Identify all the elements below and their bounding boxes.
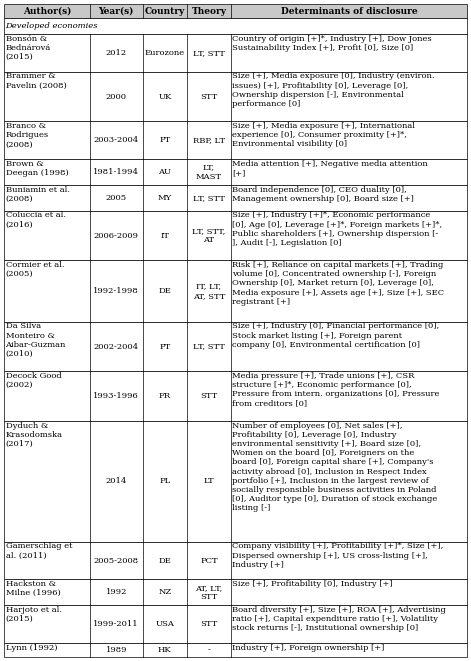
- Text: 1999-2011: 1999-2011: [93, 620, 139, 628]
- Text: Media attention [+], Negative media attention
[+]: Media attention [+], Negative media atte…: [232, 160, 428, 177]
- Text: 2012: 2012: [106, 49, 127, 57]
- Text: DE: DE: [158, 557, 171, 564]
- Text: Eurozone: Eurozone: [145, 49, 185, 57]
- Text: 1993-1996: 1993-1996: [93, 392, 139, 400]
- Text: Coluccia et al.
(2016): Coluccia et al. (2016): [6, 212, 65, 229]
- Text: Determinants of disclosure: Determinants of disclosure: [281, 7, 417, 16]
- Text: Brammer &
Pavelin (2008): Brammer & Pavelin (2008): [6, 73, 66, 90]
- Text: 2005: 2005: [106, 194, 127, 202]
- Text: LT, STT: LT, STT: [193, 342, 225, 350]
- Text: PCT: PCT: [200, 557, 218, 564]
- Text: Size [+], Industry [0], Financial performance [0],
Stock market listing [+], For: Size [+], Industry [0], Financial perfor…: [232, 323, 439, 349]
- Text: 2005-2008: 2005-2008: [94, 557, 139, 564]
- Text: 2002-2004: 2002-2004: [94, 342, 139, 350]
- Text: Size [+], Profitability [0], Industry [+]: Size [+], Profitability [0], Industry [+…: [232, 580, 393, 588]
- Text: IT: IT: [161, 231, 170, 239]
- Text: Hackston &
Milne (1996): Hackston & Milne (1996): [6, 580, 60, 598]
- Bar: [4, 4, 467, 19]
- Text: Company visibility [+], Profitability [+]*, Size [+],
Dispersed ownership [+], U: Company visibility [+], Profitability [+…: [232, 543, 444, 568]
- Text: 1992: 1992: [106, 588, 127, 596]
- Text: Size [+], Media exposure [+], International
experience [0], Consumer proximity [: Size [+], Media exposure [+], Internatio…: [232, 122, 415, 149]
- Text: Country of origin [+]*, Industry [+], Dow Jones
Sustainability Index [+], Profit: Country of origin [+]*, Industry [+], Do…: [232, 35, 432, 52]
- Text: LT,
MAST: LT, MAST: [196, 163, 222, 180]
- Bar: [4, 643, 467, 657]
- Text: HK: HK: [158, 646, 172, 654]
- Text: Theory: Theory: [191, 7, 227, 16]
- Text: PT: PT: [159, 342, 171, 350]
- Text: Board diversity [+], Size [+], ROA [+], Advertising
ratio [+], Capital expenditu: Board diversity [+], Size [+], ROA [+], …: [232, 606, 446, 633]
- Text: Media pressure [+], Trade unions [+], CSR
structure [+]*, Economic performance [: Media pressure [+], Trade unions [+], CS…: [232, 372, 440, 408]
- Bar: [4, 211, 467, 260]
- Bar: [4, 322, 467, 371]
- Text: FR: FR: [159, 392, 171, 400]
- Text: LT, STT,
AT: LT, STT, AT: [192, 227, 226, 244]
- Text: USA: USA: [155, 620, 174, 628]
- Text: Brown &
Deegan (1998): Brown & Deegan (1998): [6, 160, 68, 177]
- Text: AT, LT,
STT: AT, LT, STT: [195, 584, 222, 601]
- Text: IT, LT,
AT, STT: IT, LT, AT, STT: [193, 282, 225, 299]
- Text: Harjoto et al.
(2015): Harjoto et al. (2015): [6, 606, 62, 623]
- Text: 2000: 2000: [106, 93, 127, 100]
- Text: STT: STT: [200, 620, 218, 628]
- Text: Dyduch &
Krasodomska
(2017): Dyduch & Krasodomska (2017): [6, 422, 63, 448]
- Text: LT, STT: LT, STT: [193, 49, 225, 57]
- Text: 2006-2009: 2006-2009: [94, 231, 139, 239]
- Text: Cormier et al.
(2005): Cormier et al. (2005): [6, 261, 64, 278]
- Text: STT: STT: [200, 93, 218, 100]
- Bar: [4, 580, 467, 605]
- Text: NZ: NZ: [158, 588, 171, 596]
- Text: 1981-1994: 1981-1994: [93, 168, 139, 176]
- Bar: [4, 122, 467, 159]
- Text: 1992-1998: 1992-1998: [93, 287, 139, 295]
- Text: Bonsón &
Bednárová
(2015): Bonsón & Bednárová (2015): [6, 35, 51, 61]
- Bar: [4, 421, 467, 542]
- Text: 2014: 2014: [106, 477, 127, 485]
- Text: Decock Good
(2002): Decock Good (2002): [6, 372, 61, 389]
- Bar: [4, 185, 467, 211]
- Text: Lynn (1992): Lynn (1992): [6, 644, 57, 652]
- Text: LT: LT: [203, 477, 214, 485]
- Text: Author(s): Author(s): [23, 7, 71, 16]
- Text: STT: STT: [200, 392, 218, 400]
- Bar: [4, 34, 467, 72]
- Text: Number of employees [0], Net sales [+],
Profitability [0], Leverage [0], Industr: Number of employees [0], Net sales [+], …: [232, 422, 438, 512]
- Text: Risk [+], Reliance on capital markets [+], Trading
volume [0], Concentrated owne: Risk [+], Reliance on capital markets [+…: [232, 261, 445, 306]
- Bar: [4, 371, 467, 421]
- Text: Buniamin et al.
(2008): Buniamin et al. (2008): [6, 186, 70, 203]
- Bar: [4, 72, 467, 122]
- Text: Size [+], Industry [+]*, Economic performance
[0], Age [0], Leverage [+]*, Forei: Size [+], Industry [+]*, Economic perfor…: [232, 212, 442, 247]
- Text: Gamerschlag et
al. (2011): Gamerschlag et al. (2011): [6, 543, 72, 560]
- Text: MY: MY: [158, 194, 172, 202]
- Text: Industry [+], Foreign ownership [+]: Industry [+], Foreign ownership [+]: [232, 644, 385, 652]
- Text: Year(s): Year(s): [98, 7, 134, 16]
- Text: Size [+], Media exposure [0], Industry (environ.
issues) [+], Profitability [0],: Size [+], Media exposure [0], Industry (…: [232, 73, 435, 108]
- Text: Da Silva
Monteiro &
Aibar-Guzman
(2010): Da Silva Monteiro & Aibar-Guzman (2010): [6, 323, 66, 358]
- Text: Board independence [0], CEO duality [0],
Management ownership [0], Board size [+: Board independence [0], CEO duality [0],…: [232, 186, 414, 203]
- Text: LT, STT: LT, STT: [193, 194, 225, 202]
- Text: DE: DE: [158, 287, 171, 295]
- Text: 2003-2004: 2003-2004: [94, 136, 139, 144]
- Text: Country: Country: [145, 7, 185, 16]
- Bar: [4, 159, 467, 185]
- Text: Developed economies: Developed economies: [5, 22, 97, 30]
- Bar: [4, 19, 467, 34]
- Text: RBP, LT: RBP, LT: [193, 136, 225, 144]
- Text: -: -: [207, 646, 211, 654]
- Text: Branco &
Rodrigues
(2008): Branco & Rodrigues (2008): [6, 122, 49, 149]
- Bar: [4, 260, 467, 322]
- Text: UK: UK: [158, 93, 171, 100]
- Text: AU: AU: [158, 168, 171, 176]
- Text: 1989: 1989: [106, 646, 127, 654]
- Bar: [4, 605, 467, 643]
- Bar: [4, 542, 467, 580]
- Text: PT: PT: [159, 136, 171, 144]
- Text: PL: PL: [159, 477, 171, 485]
